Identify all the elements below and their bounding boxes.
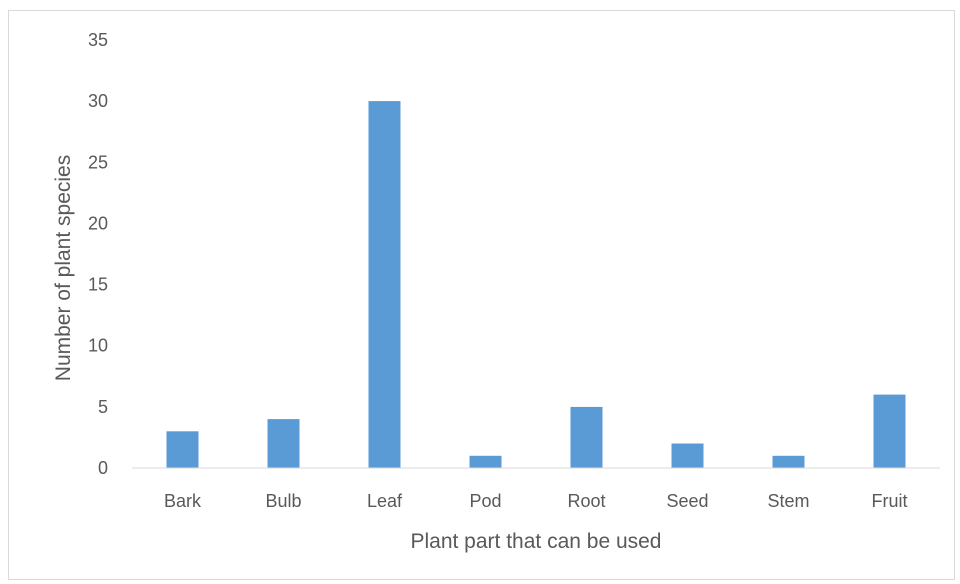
y-tick-label: 5 xyxy=(98,397,108,417)
x-tick-label: Fruit xyxy=(872,491,908,511)
bar-bulb xyxy=(267,419,300,468)
y-tick-label: 15 xyxy=(88,275,108,295)
bar-pod xyxy=(469,455,502,468)
y-axis-title: Number of plant species xyxy=(52,155,75,381)
x-tick-labels: Bark Bulb Leaf Pod Root Seed Stem Fruit xyxy=(164,491,908,511)
x-tick-label: Root xyxy=(567,491,605,511)
y-tick-labels: 0 5 10 15 20 25 30 35 xyxy=(88,30,108,478)
x-tick-label: Leaf xyxy=(367,491,403,511)
y-tick-label: 35 xyxy=(88,30,108,50)
chart-frame xyxy=(8,10,955,580)
bar-leaf xyxy=(368,101,401,468)
x-tick-label: Bark xyxy=(164,491,202,511)
bar-seed xyxy=(671,443,704,468)
bar-stem xyxy=(772,455,805,468)
x-tick-label: Seed xyxy=(666,491,708,511)
y-tick-label: 0 xyxy=(98,458,108,478)
bars-group xyxy=(166,101,906,468)
y-tick-label: 10 xyxy=(88,336,108,356)
y-tick-label: 25 xyxy=(88,152,108,172)
x-axis-title: Plant part that can be used xyxy=(410,530,661,553)
x-tick-label: Pod xyxy=(469,491,501,511)
bar-bark xyxy=(166,431,199,468)
x-tick-label: Stem xyxy=(767,491,809,511)
bar-fruit xyxy=(873,394,906,468)
x-tick-label: Bulb xyxy=(265,491,301,511)
y-tick-label: 30 xyxy=(88,91,108,111)
y-tick-label: 20 xyxy=(88,213,108,233)
bar-root xyxy=(570,406,603,468)
